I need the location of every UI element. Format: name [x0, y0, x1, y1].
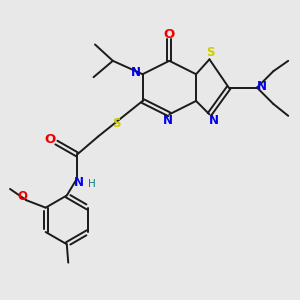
Text: N: N	[163, 114, 173, 128]
Text: O: O	[164, 28, 175, 40]
Text: S: S	[206, 46, 214, 59]
Text: N: N	[74, 176, 84, 189]
Text: N: N	[209, 114, 219, 127]
Text: O: O	[44, 133, 56, 146]
Text: H: H	[88, 179, 96, 189]
Text: N: N	[131, 66, 141, 79]
Text: O: O	[17, 190, 27, 203]
Text: S: S	[112, 117, 121, 130]
Text: N: N	[257, 80, 267, 93]
